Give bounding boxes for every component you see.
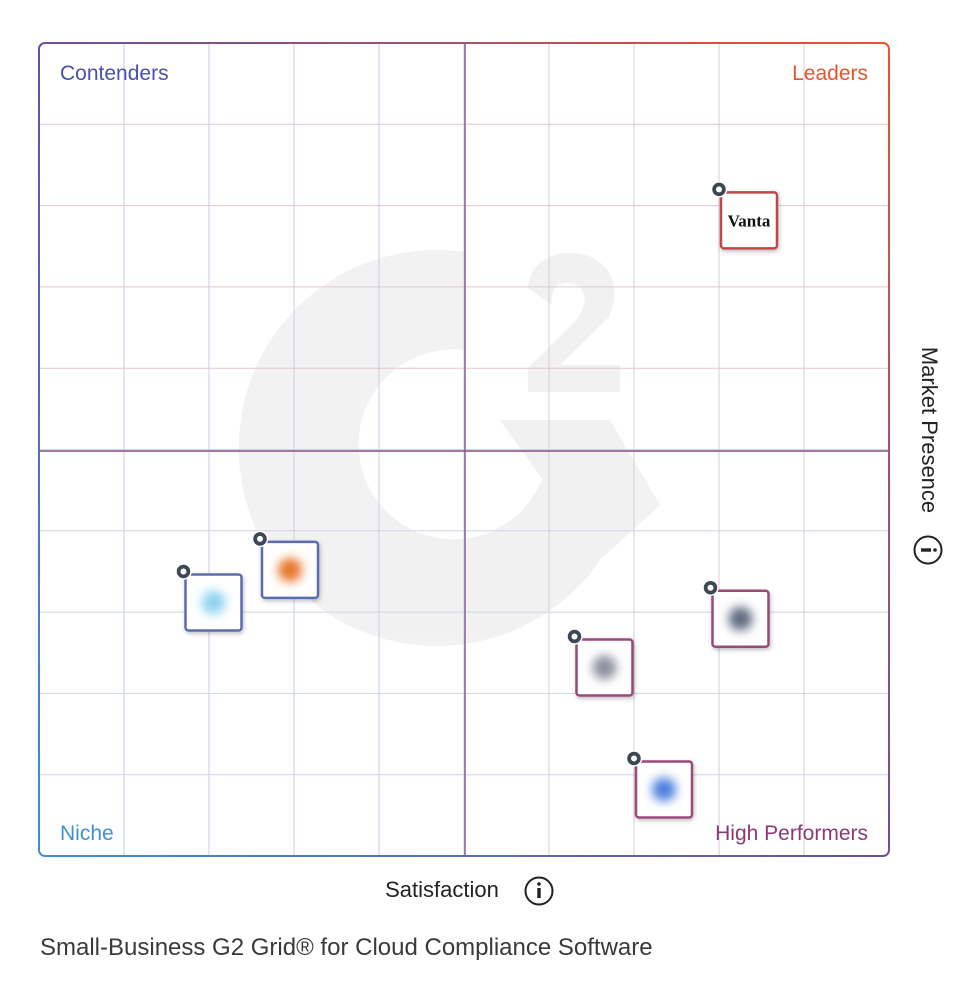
quadrant-high-performers: High Performers (715, 822, 868, 845)
quadrant-leaders: Leaders (792, 62, 868, 85)
x-axis-title: Satisfaction (385, 877, 499, 902)
chart-frame (38, 42, 890, 857)
product-label: Vanta (728, 211, 771, 230)
product-marker[interactable] (566, 628, 634, 697)
product-logo-icon (652, 777, 676, 802)
x-axis-info-icon[interactable] (524, 876, 554, 906)
product-marker[interactable] (251, 530, 320, 600)
product-marker[interactable] (625, 750, 694, 819)
pin-center (571, 633, 578, 640)
product-tile[interactable] (719, 191, 779, 250)
product-logo-icon (728, 606, 753, 631)
product-logo-icon (201, 590, 226, 615)
y-axis-info-icon[interactable] (913, 535, 943, 565)
pin-center (707, 584, 714, 591)
y-axis-title: Market Presence (917, 347, 942, 513)
pin-center (716, 186, 722, 193)
chart-grid (39, 43, 889, 856)
quadrant-niche: Niche (60, 822, 114, 845)
product-marker[interactable] (175, 563, 243, 632)
g2-logo-watermark (238, 249, 660, 646)
product-logo-icon (278, 557, 302, 582)
product-marker[interactable]: Vanta (710, 181, 779, 250)
product-points: Vanta (175, 181, 779, 819)
pin-center (180, 568, 187, 575)
pin-center (257, 535, 263, 542)
product-logo-icon (592, 655, 617, 680)
grid-title: Small-Business G2 Grid® for Cloud Compli… (40, 934, 653, 961)
pin-center (631, 755, 637, 762)
quadrant-contenders: Contenders (60, 62, 169, 85)
product-marker[interactable] (702, 579, 770, 648)
